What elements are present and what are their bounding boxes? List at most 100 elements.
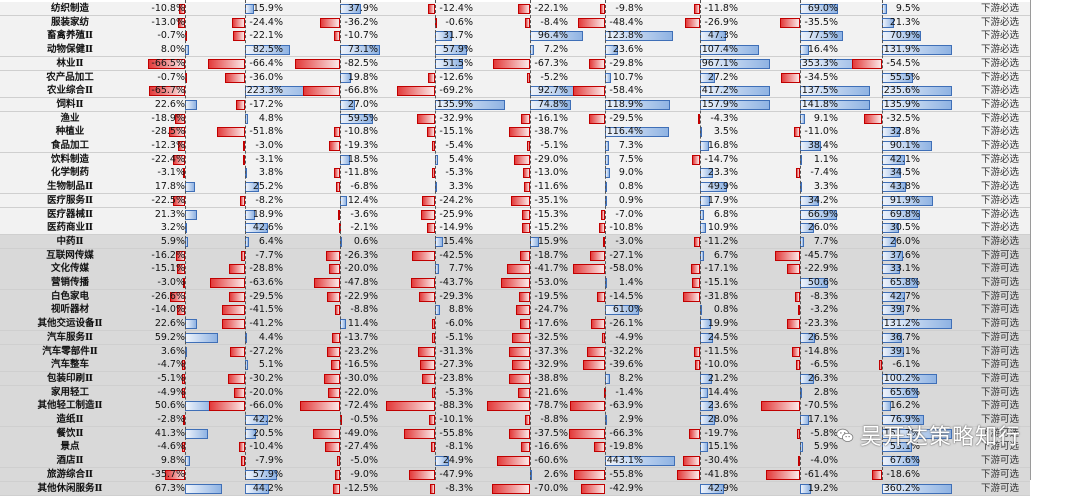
data-bar <box>183 415 186 425</box>
data-label: -39.6% <box>609 359 643 371</box>
data-bar <box>294 58 340 69</box>
data-bar <box>508 127 530 138</box>
data-label: -10.8% <box>344 126 378 138</box>
data-bar <box>568 428 605 439</box>
data-label: 96.4% <box>537 30 568 42</box>
data-label: -38.8% <box>534 372 568 384</box>
sector-name: 畜禽养殖Ⅱ <box>46 30 93 42</box>
data-label: 1.1% <box>813 153 838 165</box>
sector-name: 医药商业Ⅱ <box>46 222 93 234</box>
data-label: 22.6% <box>154 98 185 110</box>
data-label: -7.7% <box>255 249 283 261</box>
data-label: -12.5% <box>344 482 378 494</box>
data-label: 18.9% <box>252 208 283 220</box>
data-label: 20.5% <box>252 427 283 439</box>
data-bar <box>578 17 605 28</box>
data-bar <box>583 360 605 371</box>
data-label: -5.3% <box>445 167 473 179</box>
data-label: -13.0% <box>151 16 185 28</box>
data-label: -8.4% <box>540 16 568 28</box>
data-label: -31.8% <box>704 290 738 302</box>
data-label: 0.8% <box>713 304 738 316</box>
table-row: 饲料Ⅱ 22.6% -17.2% 27.0% 135.9% 74.8% 118.9% 157.… <box>0 97 1030 112</box>
data-label: -3.0% <box>255 140 283 151</box>
data-label: -18.6% <box>886 468 920 480</box>
sector-name: 其他交运设备Ⅱ <box>37 318 103 330</box>
data-bar <box>182 373 185 384</box>
data-label: -51.8% <box>249 126 283 138</box>
data-label: -3.1% <box>157 167 185 179</box>
data-bar <box>338 209 341 220</box>
data-label: -32.9% <box>439 112 473 124</box>
data-bar <box>320 17 340 28</box>
data-label: -66.5% <box>151 57 185 69</box>
data-label: 17.8% <box>154 181 185 193</box>
data-label: 76.9% <box>889 414 920 425</box>
data-label: -5.4% <box>445 140 473 151</box>
table-row: 动物保健Ⅱ 8.0% 82.5% 73.1% 57.9% 7.2% 23.6% 107.4% 1… <box>0 43 1030 58</box>
table-row: 服装家纺 -13.0% -24.4% -36.2% -0.6% -8.4% -48.4% -2… <box>0 15 1030 30</box>
data-label: 27.2% <box>707 71 738 83</box>
data-label: 49.9% <box>707 181 738 193</box>
data-label: 3.8% <box>258 167 283 179</box>
data-bar <box>796 360 800 371</box>
data-label: -67.3% <box>534 57 568 69</box>
data-label: 9.1% <box>813 112 838 124</box>
data-label: -23.2% <box>344 345 378 357</box>
data-label: -19.8% <box>609 441 643 453</box>
status-label: 下游可选 <box>980 455 1019 467</box>
sector-name: 餐饮Ⅱ <box>56 427 84 439</box>
data-label: 9.8% <box>160 455 185 467</box>
data-bar <box>694 360 700 371</box>
data-label: -6.8% <box>350 181 378 193</box>
data-label: 39.1% <box>889 345 920 357</box>
data-label: 8.0% <box>160 44 185 56</box>
table-row: 畜禽养殖Ⅱ -0.7% -22.1% -10.7% 31.7% 96.4% 123.8% 47… <box>0 29 1030 44</box>
data-label: 30.5% <box>889 222 920 234</box>
data-label: -22.4% <box>151 153 185 165</box>
data-label: -12.6% <box>439 71 473 83</box>
data-label: 19.8% <box>347 71 378 83</box>
data-label: 8.8% <box>448 304 473 316</box>
data-bar <box>787 319 800 330</box>
data-label: 24.5% <box>707 331 738 343</box>
zero-axis <box>185 0 186 480</box>
data-bar <box>597 291 605 302</box>
data-label: -29.5% <box>609 112 643 124</box>
data-bar <box>432 168 435 179</box>
status-label: 下游可选 <box>980 290 1019 302</box>
data-label: 42.2% <box>252 414 283 425</box>
data-label: -63.6% <box>249 277 283 288</box>
status-label: 下游必选 <box>980 57 1019 69</box>
data-label: -22.5% <box>151 194 185 206</box>
data-bar <box>527 72 530 83</box>
data-label: 39.7% <box>889 304 920 316</box>
data-bar <box>574 469 605 480</box>
data-label: 92.7% <box>537 85 568 97</box>
sector-name: 白色家电 <box>50 290 89 302</box>
data-label: -35.7% <box>151 468 185 480</box>
data-label: -27.1% <box>609 249 643 261</box>
sector-name: 动物保健Ⅱ <box>46 44 93 56</box>
data-bar <box>426 223 435 234</box>
data-label: 6.7% <box>713 249 738 261</box>
data-label: 137.5% <box>801 85 838 97</box>
data-label: 26.5% <box>807 331 838 343</box>
sector-table: 纺织制造 -10.8% 15.9% 37.9% -12.4% -22.1% -9.8% -11… <box>0 0 1031 496</box>
data-label: 417.2% <box>701 85 738 97</box>
zero-axis <box>605 0 606 480</box>
data-bar <box>185 332 218 343</box>
data-bar <box>235 99 245 110</box>
data-label: 55.1% <box>889 441 920 453</box>
data-label: 3.2% <box>160 222 185 234</box>
data-label: -88.3% <box>439 400 473 412</box>
data-bar <box>527 141 530 151</box>
data-label: 135.9% <box>883 98 920 110</box>
data-label: -11.8% <box>704 3 738 14</box>
data-label: -18.7% <box>534 249 568 261</box>
status-label: 下游必选 <box>980 98 1019 110</box>
data-label: -16.5% <box>344 359 378 371</box>
data-label: 3.6% <box>160 345 185 357</box>
status-label: 下游必选 <box>980 194 1019 206</box>
status-label: 下游可选 <box>980 331 1019 343</box>
